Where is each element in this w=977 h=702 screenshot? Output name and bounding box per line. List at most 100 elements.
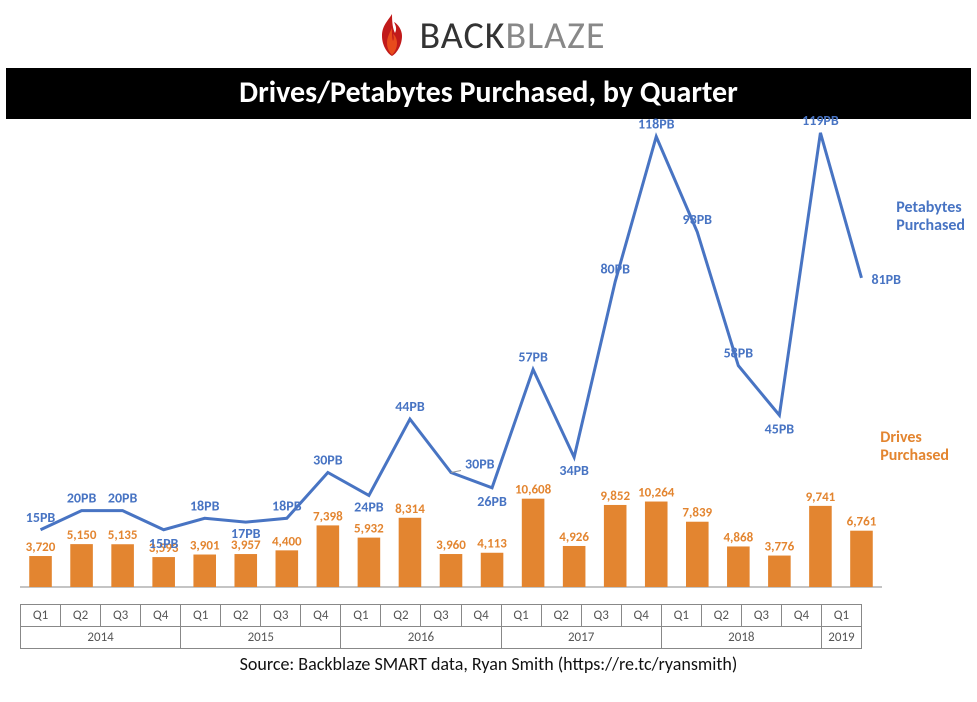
brand-part2: BLAZE xyxy=(506,13,606,59)
axis-quarter-cell: Q3 xyxy=(101,605,141,627)
bar xyxy=(70,544,93,587)
line-value-label: 26PB xyxy=(477,493,507,510)
petabytes-line xyxy=(41,133,862,530)
axis-year-cell: 2017 xyxy=(501,627,661,649)
line-value-label: 18PB xyxy=(272,497,302,514)
axis-quarter-cell: Q3 xyxy=(261,605,301,627)
axis-quarter-cell: Q2 xyxy=(221,605,261,627)
bar-value-label: 7,398 xyxy=(313,509,343,524)
brand-text: BACKBLAZE xyxy=(420,13,606,59)
line-value-label: 119PB xyxy=(802,112,839,129)
bar-value-label: 4,400 xyxy=(272,534,302,549)
bar xyxy=(440,554,463,587)
bar-value-label: 5,932 xyxy=(354,522,384,537)
bar-value-label: 9,852 xyxy=(600,489,630,504)
source-text: Source: Backblaze SMART data, Ryan Smith… xyxy=(0,653,977,675)
axis-year-cell: 2018 xyxy=(661,627,821,649)
plot-region: 3,7205,1505,1353,5933,9013,9574,4007,398… xyxy=(20,129,882,587)
line-value-label: 81PB xyxy=(871,271,901,288)
axis-quarter-cell: Q1 xyxy=(501,605,541,627)
bar-value-label: 3,776 xyxy=(765,540,795,555)
bar xyxy=(29,556,52,587)
bar xyxy=(604,505,627,587)
line-value-label: 15PB xyxy=(149,535,179,552)
axis-quarter-cell: Q3 xyxy=(741,605,781,627)
bar xyxy=(563,546,586,587)
line-value-label: 30PB xyxy=(465,456,495,473)
bar xyxy=(522,499,545,587)
axis-quarter-cell: Q1 xyxy=(341,605,381,627)
bar-value-label: 5,135 xyxy=(108,528,138,543)
axis-quarter-cell: Q1 xyxy=(821,605,861,627)
bar xyxy=(276,550,299,587)
axis-quarter-cell: Q3 xyxy=(421,605,461,627)
bar-value-label: 3,720 xyxy=(26,540,56,555)
flame-icon xyxy=(372,12,412,60)
bar xyxy=(152,557,175,587)
line-value-label: 57PB xyxy=(518,348,548,365)
line-value-label: 24PB xyxy=(354,498,384,515)
axis-quarter-cell: Q2 xyxy=(701,605,741,627)
axis-year-cell: 2019 xyxy=(821,627,861,649)
line-value-label: 58PB xyxy=(724,345,754,362)
bar-value-label: 4,926 xyxy=(559,530,589,545)
line-value-label: 80PB xyxy=(600,261,630,278)
chart-area: 3,7205,1505,1353,5933,9013,9574,4007,398… xyxy=(10,119,967,649)
bar-value-label: 3,901 xyxy=(190,539,220,554)
axis-quarter-cell: Q2 xyxy=(61,605,101,627)
axis-quarter-cell: Q1 xyxy=(181,605,221,627)
line-value-label: 18PB xyxy=(190,497,220,514)
drives-series-label: DrivesPurchased xyxy=(880,429,949,466)
bar-value-label: 3,960 xyxy=(436,538,466,553)
line-value-label: 44PB xyxy=(395,398,425,415)
bar-value-label: 4,113 xyxy=(477,537,507,552)
bar xyxy=(645,502,668,587)
axis-quarter-cell: Q4 xyxy=(461,605,501,627)
axis-quarter-cell: Q4 xyxy=(301,605,341,627)
petabytes-series-label: PetabytesPurchased xyxy=(896,199,965,236)
line-value-label: 17PB xyxy=(231,525,261,542)
line-value-label: 34PB xyxy=(559,462,589,479)
bar xyxy=(234,554,257,587)
bar xyxy=(809,506,832,587)
axis-year-cell: 2016 xyxy=(341,627,501,649)
line-value-label: 15PB xyxy=(26,509,56,526)
bar-value-label: 10,608 xyxy=(515,483,552,498)
bar-value-label: 9,741 xyxy=(806,490,836,505)
line-value-label: 93PB xyxy=(683,211,713,228)
axis-quarter-cell: Q1 xyxy=(661,605,701,627)
axis-quarter-cell: Q4 xyxy=(621,605,661,627)
bar xyxy=(850,531,873,587)
logo-row: BACKBLAZE xyxy=(0,0,977,68)
bar-value-label: 8,314 xyxy=(395,502,425,517)
x-axis-table: Q1Q2Q3Q4Q1Q2Q3Q4Q1Q2Q3Q4Q1Q2Q3Q4Q1Q2Q3Q4… xyxy=(20,604,862,649)
axis-quarter-cell: Q1 xyxy=(21,605,61,627)
axis-quarter-cell: Q3 xyxy=(581,605,621,627)
bar-value-label: 6,761 xyxy=(847,515,877,530)
bar xyxy=(111,544,134,587)
bar xyxy=(317,525,340,587)
bar xyxy=(727,546,750,587)
bar-value-label: 10,264 xyxy=(638,486,675,501)
bar-value-label: 4,868 xyxy=(723,530,753,545)
axis-quarter-cell: Q2 xyxy=(381,605,421,627)
bar xyxy=(686,522,709,587)
bar-value-label: 7,839 xyxy=(682,506,712,521)
bar xyxy=(481,553,504,587)
axis-quarter-cell: Q4 xyxy=(781,605,821,627)
line-value-label: 45PB xyxy=(765,420,795,437)
line-value-label: 20PB xyxy=(67,490,97,507)
axis-quarter-cell: Q2 xyxy=(541,605,581,627)
axis-year-cell: 2014 xyxy=(21,627,181,649)
bar xyxy=(193,555,216,587)
bar xyxy=(768,556,791,587)
bar xyxy=(399,518,422,587)
line-value-label: 30PB xyxy=(313,452,343,469)
brand-part1: BACK xyxy=(420,13,506,59)
axis-year-cell: 2015 xyxy=(181,627,341,649)
bar-value-label: 5,150 xyxy=(67,528,97,543)
axis-quarter-cell: Q4 xyxy=(141,605,181,627)
line-value-label: 118PB xyxy=(638,116,675,133)
line-value-label: 20PB xyxy=(108,490,138,507)
bar xyxy=(358,538,381,587)
